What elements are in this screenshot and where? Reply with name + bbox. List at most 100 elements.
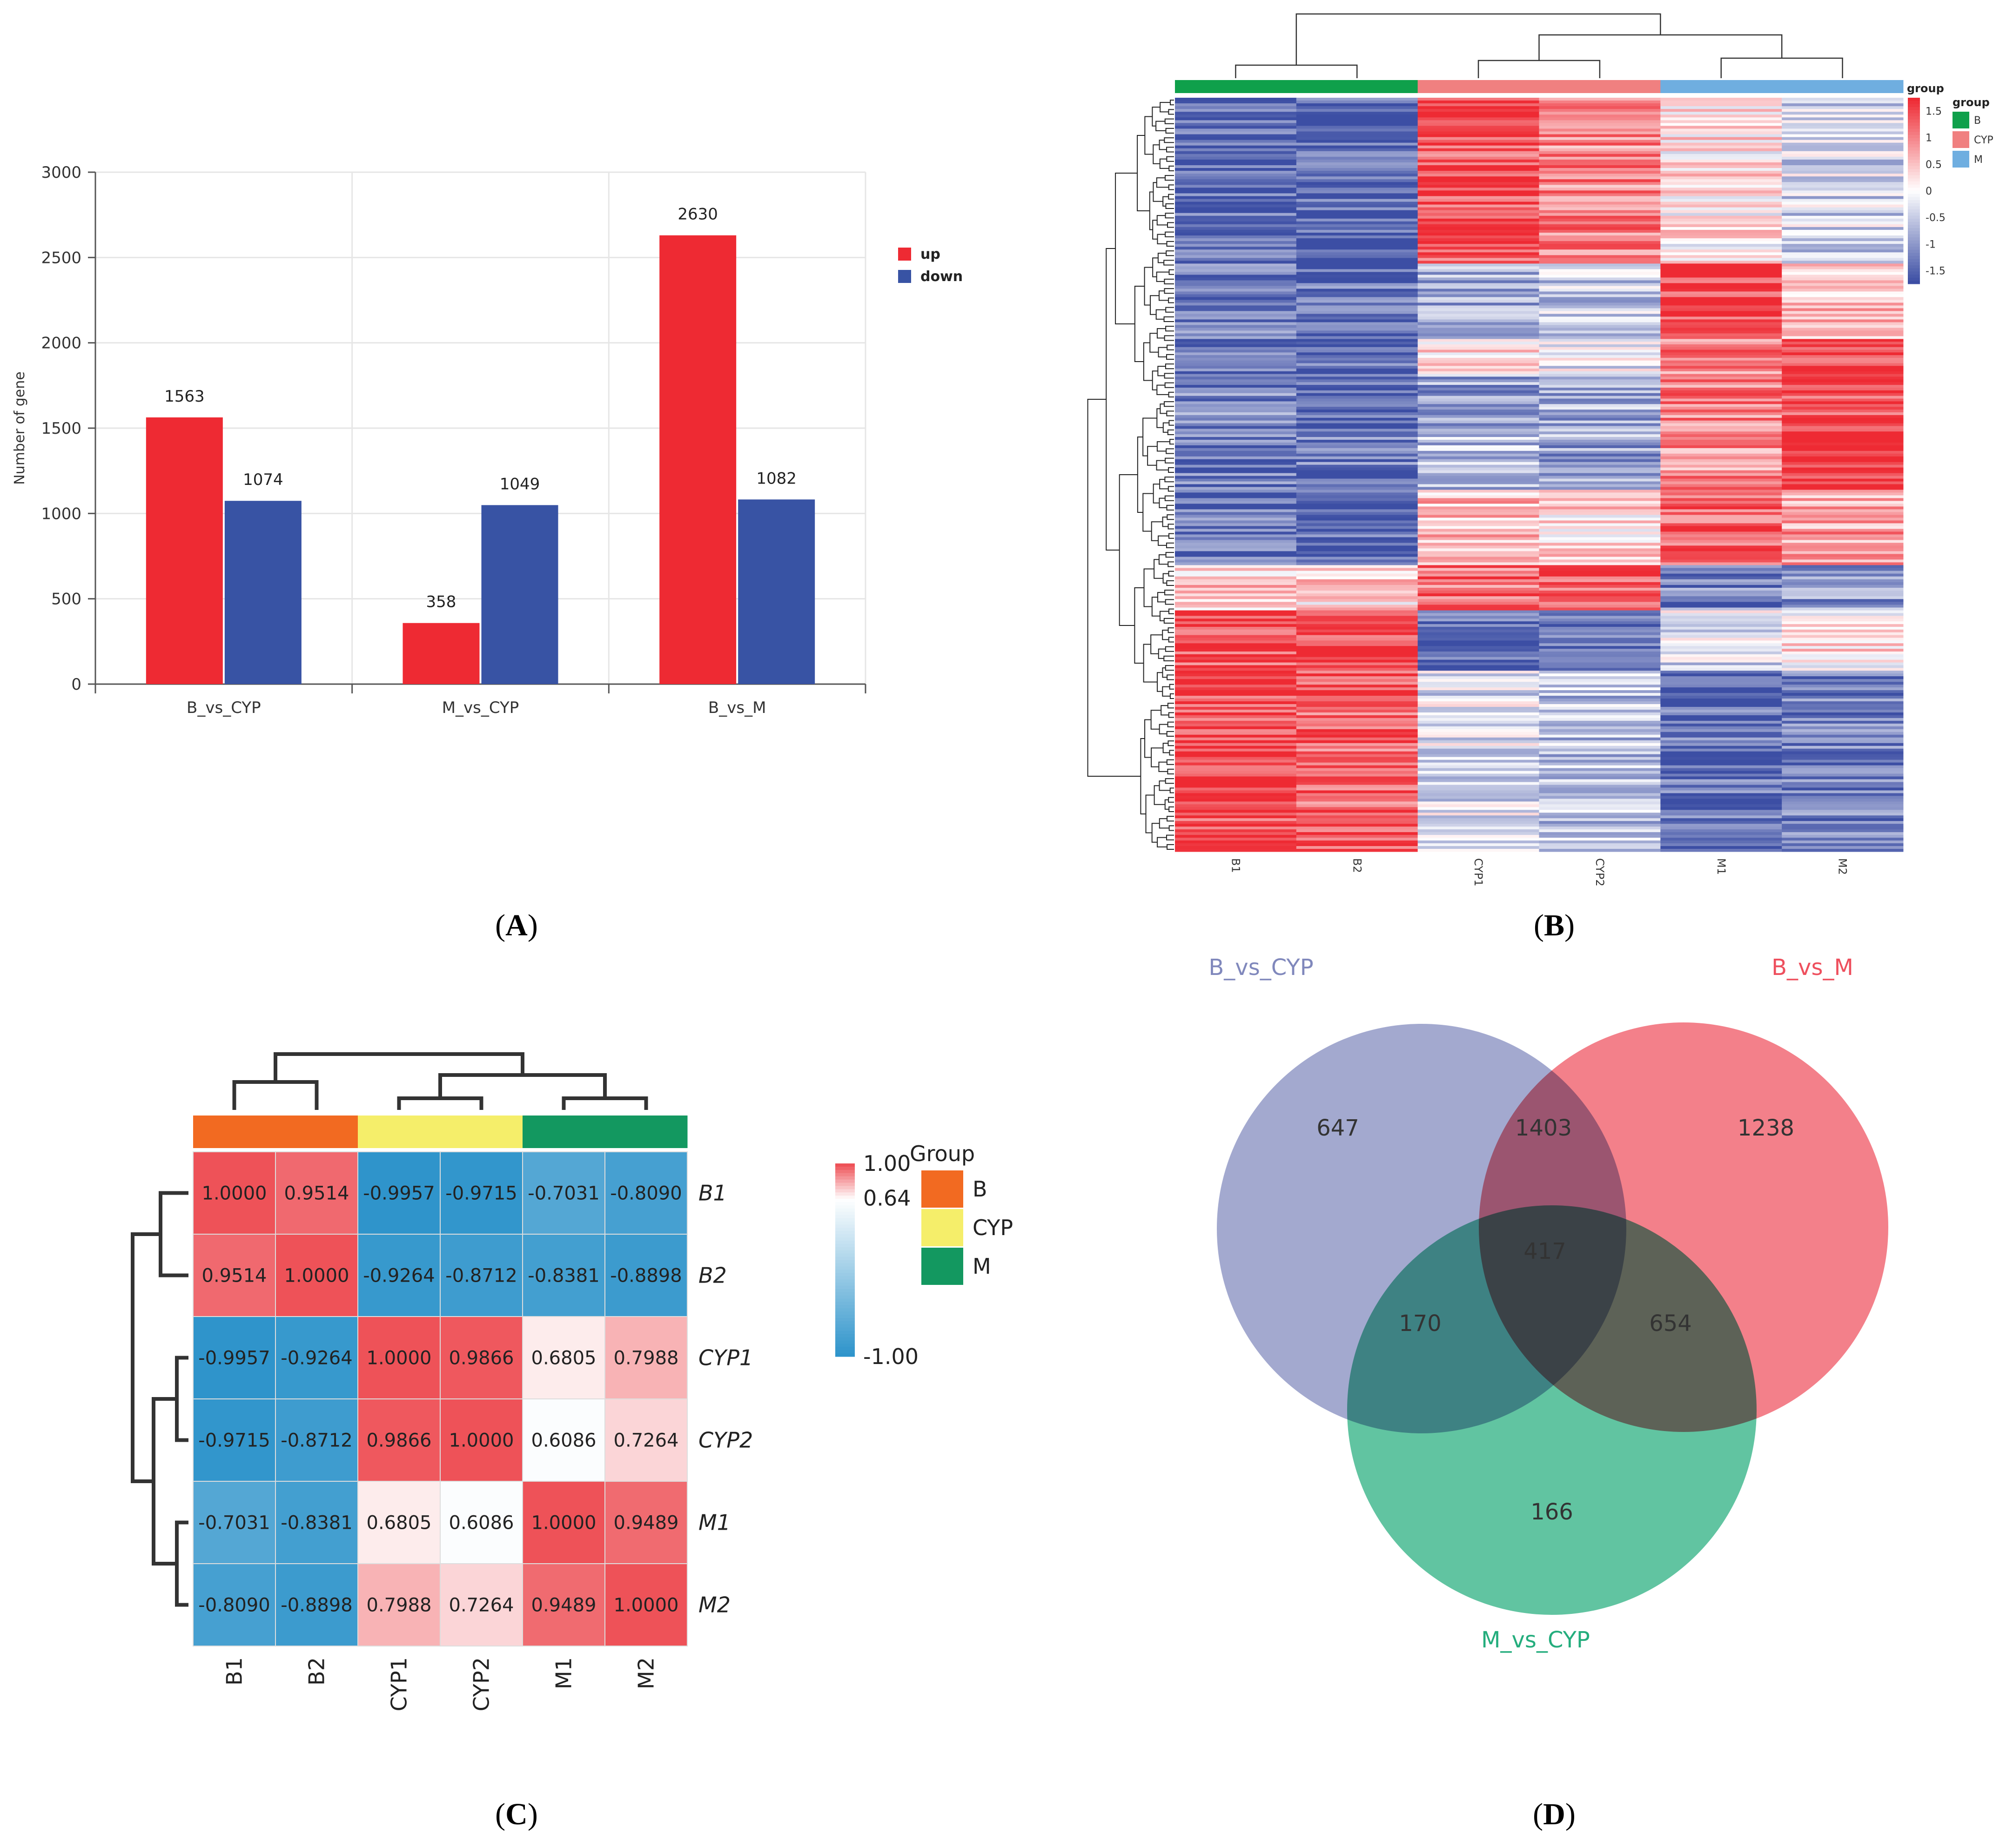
- heatmap-cell: [1417, 376, 1539, 380]
- heatmap-cell: [1782, 618, 1904, 622]
- heatmap-cell: [1417, 442, 1539, 446]
- colorbar: 1.000.64-1.00: [835, 1151, 919, 1369]
- correlation-cell: [357, 1481, 441, 1564]
- heatmap-cell: [1539, 687, 1661, 691]
- heatmap-cell: [1660, 123, 1782, 126]
- dendrogram-branch: [1167, 768, 1174, 774]
- heatmap-cell: [1296, 573, 1418, 577]
- bar-down: [738, 499, 815, 684]
- colorbar-segment: [835, 1324, 855, 1328]
- heatmap-cell: [1782, 319, 1904, 323]
- heatmap-cell: [1417, 624, 1539, 627]
- heatmap-cell: [1660, 543, 1782, 546]
- heatmap-cell: [1660, 596, 1782, 599]
- colorbar-segment: [1908, 191, 1920, 195]
- group-cell: [1782, 80, 1904, 93]
- heatmap-cell: [1539, 322, 1661, 325]
- heatmap-cell: [1175, 643, 1297, 646]
- heatmap-cell: [1539, 799, 1661, 802]
- heatmap-cell: [1782, 258, 1904, 261]
- heatmap-cell: [1417, 651, 1539, 655]
- heatmap-cell: [1175, 801, 1297, 805]
- heatmap-cell: [1660, 740, 1782, 744]
- heatmap-cell: [1782, 759, 1904, 763]
- heatmap-cell: [1539, 342, 1661, 345]
- heatmap-cell: [1417, 593, 1539, 597]
- colorbar-segment: [1908, 116, 1920, 120]
- group-legend-swatch: [921, 1209, 963, 1246]
- heatmap-cell: [1175, 277, 1297, 281]
- heatmap-cell: [1782, 221, 1904, 225]
- heatmap-cell: [1660, 374, 1782, 377]
- heatmap-cell: [1296, 640, 1418, 644]
- heatmap-cell: [1417, 311, 1539, 314]
- heatmap-cell: [1782, 651, 1904, 655]
- heatmap-cell: [1175, 227, 1297, 230]
- heatmap-cell: [1660, 249, 1782, 253]
- heatmap-cell: [1175, 407, 1297, 410]
- heatmap-cell: [1782, 439, 1904, 443]
- heatmap-cell: [1175, 390, 1297, 394]
- heatmap-cell: [1175, 221, 1297, 225]
- dendrogram-branch: [1151, 747, 1163, 767]
- heatmap-cell: [1782, 501, 1904, 504]
- colorbar-segment: [1908, 219, 1920, 222]
- heatmap-cell: [1782, 176, 1904, 180]
- heatmap-cell: [1539, 305, 1661, 309]
- heatmap-cell: [1175, 401, 1297, 404]
- heatmap-cell: [1660, 662, 1782, 665]
- heatmap-cell: [1660, 743, 1782, 746]
- heatmap-cell: [1175, 699, 1297, 702]
- heatmap-cell: [1417, 746, 1539, 749]
- heatmap-cell: [1782, 255, 1904, 258]
- row-dendrogram: [131, 1191, 188, 1607]
- dendrogram-branch: [1159, 479, 1168, 490]
- heatmap-cell: [1782, 168, 1904, 171]
- heatmap-cell: [1417, 204, 1539, 208]
- heatmap-cell: [1660, 635, 1782, 638]
- colorbar-segment: [1908, 156, 1920, 160]
- dendrogram-branch: [1164, 278, 1174, 284]
- heatmap-cell: [1539, 807, 1661, 810]
- heatmap-cell: [1660, 148, 1782, 152]
- heatmap-cell: [1660, 579, 1782, 583]
- heatmap-cell: [1782, 476, 1904, 479]
- heatmap-cell: [1417, 291, 1539, 295]
- heatmap-cell: [1539, 662, 1661, 665]
- colorbar-segment: [835, 1189, 855, 1193]
- dendrogram-branch: [1167, 344, 1174, 350]
- heatmap-cell: [1539, 701, 1661, 705]
- heatmap-cell: [1296, 204, 1418, 208]
- heatmap-cell: [1539, 815, 1661, 819]
- heatmap-cell: [1539, 114, 1661, 118]
- heatmap-cell: [1782, 437, 1904, 440]
- heatmap-cell: [1660, 247, 1782, 250]
- heatmap-cell: [1660, 387, 1782, 391]
- dendrogram-branch: [1147, 446, 1157, 466]
- heatmap-cell: [1539, 363, 1661, 366]
- heatmap-cell: [1782, 693, 1904, 696]
- correlation-cell: [357, 1316, 441, 1399]
- heatmap-cell: [1782, 635, 1904, 638]
- heatmap-cell: [1296, 624, 1418, 627]
- heatmap-cell: [1782, 156, 1904, 160]
- heatmap-cell: [1539, 613, 1661, 616]
- heatmap-cell: [1660, 476, 1782, 479]
- heatmap-cell: [1660, 484, 1782, 487]
- heatmap-cell: [1296, 275, 1418, 278]
- heatmap-cell: [1660, 732, 1782, 735]
- heatmap-cell: [1175, 548, 1297, 551]
- heatmap-cell: [1539, 376, 1661, 380]
- heatmap-cell: [1175, 171, 1297, 174]
- heatmap-cell: [1660, 818, 1782, 821]
- heatmap-cell: [1417, 821, 1539, 824]
- colorbar-segment: [835, 1224, 855, 1228]
- heatmap-cell: [1296, 504, 1418, 507]
- group-legend-label: CYP: [1974, 134, 1993, 146]
- heatmap-cell: [1660, 602, 1782, 605]
- heatmap-cell: [1660, 470, 1782, 474]
- heatmap-cell: [1296, 339, 1418, 342]
- heatmap-cell: [1660, 762, 1782, 766]
- heatmap-cell: [1782, 490, 1904, 493]
- heatmap-cell: [1660, 557, 1782, 560]
